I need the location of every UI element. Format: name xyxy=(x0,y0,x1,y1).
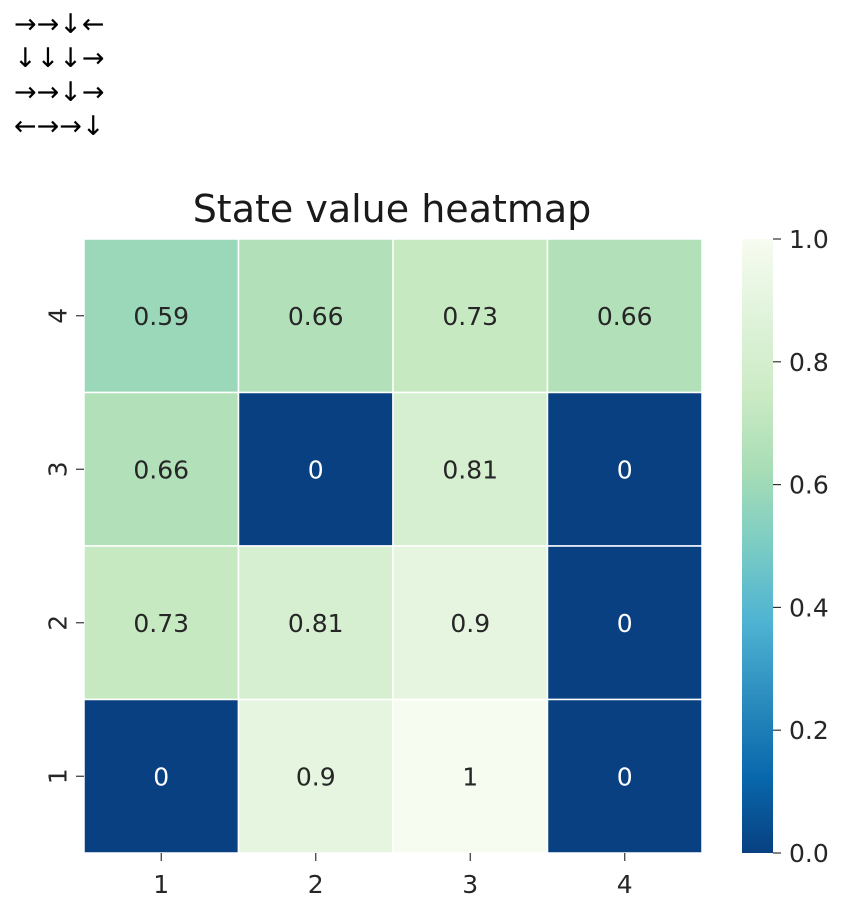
x-tick-label: 2 xyxy=(308,870,324,899)
heatmap-cell xyxy=(546,391,703,547)
heatmap-cell xyxy=(546,545,703,701)
cell-value-label: 0.73 xyxy=(133,609,189,638)
colorbar-tick-label: 0.0 xyxy=(789,839,829,868)
cell-value-label: 0.9 xyxy=(296,762,336,791)
heatmap-cell xyxy=(392,545,549,701)
heatmap-cell xyxy=(546,698,703,854)
colorbar-tick-label: 0.6 xyxy=(789,471,829,500)
colorbar-tick-label: 1.0 xyxy=(789,225,829,254)
cell-value-label: 0 xyxy=(617,609,633,638)
cell-value-label: 0.66 xyxy=(597,302,653,331)
x-tick-label: 1 xyxy=(153,870,169,899)
cell-value-label: 0.9 xyxy=(450,609,490,638)
heatmap-cell xyxy=(237,238,394,394)
heatmap-cell xyxy=(546,238,703,394)
x-tick-label: 3 xyxy=(462,870,478,899)
cell-value-label: 0 xyxy=(308,455,324,484)
y-tick-label: 3 xyxy=(44,461,73,477)
heatmap-cell xyxy=(237,698,394,854)
cell-value-label: 0 xyxy=(617,455,633,484)
colorbar xyxy=(742,239,773,853)
colorbar-tick-label: 0.2 xyxy=(789,716,829,745)
x-tick-label: 4 xyxy=(617,870,633,899)
cell-value-label: 1 xyxy=(462,762,478,791)
cell-value-label: 0.81 xyxy=(442,455,498,484)
policy-row-4: ←→→↓ xyxy=(14,111,105,142)
policy-row-3: →→↓→ xyxy=(14,77,105,108)
y-tick-label: 1 xyxy=(44,768,73,784)
heatmap-cell xyxy=(237,545,394,701)
heatmap-cell xyxy=(83,238,240,394)
heatmap-cell xyxy=(83,545,240,701)
colorbar-tick-label: 0.8 xyxy=(789,348,829,377)
cell-value-label: 0.73 xyxy=(442,302,498,331)
cell-value-label: 0.81 xyxy=(288,609,344,638)
cell-value-label: 0.59 xyxy=(133,302,189,331)
y-tick-label: 4 xyxy=(44,308,73,324)
policy-grid: →→↓← ↓↓↓→ →→↓→ ←→→↓ xyxy=(14,8,105,144)
heatmap-cell xyxy=(392,391,549,547)
cell-value-label: 0 xyxy=(617,762,633,791)
y-tick-label: 2 xyxy=(44,615,73,631)
policy-row-1: →→↓← xyxy=(14,9,105,40)
cell-value-label: 0.66 xyxy=(288,302,344,331)
colorbar-tick-label: 0.4 xyxy=(789,593,829,622)
heatmap-cell xyxy=(83,391,240,547)
policy-row-2: ↓↓↓→ xyxy=(14,43,105,74)
cell-value-label: 0.66 xyxy=(133,455,189,484)
heatmap-cell xyxy=(392,238,549,394)
chart-title: State value heatmap xyxy=(193,187,592,231)
cell-value-label: 0 xyxy=(153,762,169,791)
